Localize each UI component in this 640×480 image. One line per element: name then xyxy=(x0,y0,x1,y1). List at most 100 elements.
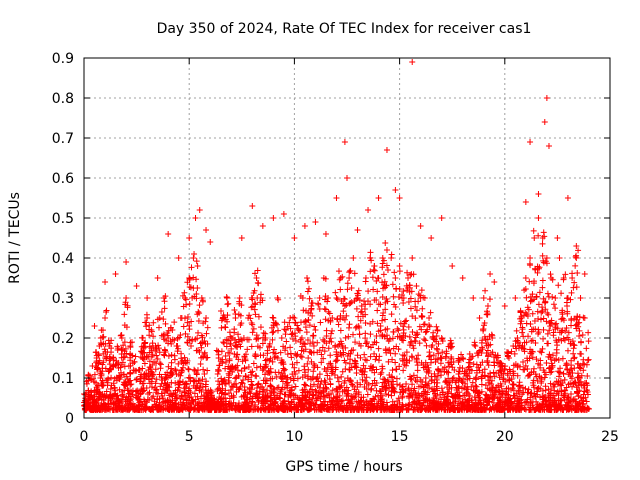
data-point xyxy=(102,354,109,361)
data-point xyxy=(585,338,592,345)
data-point xyxy=(100,406,107,413)
data-point xyxy=(519,329,526,336)
data-point xyxy=(130,367,137,374)
data-point xyxy=(305,317,312,324)
data-point xyxy=(549,294,556,301)
data-point xyxy=(305,355,312,362)
data-point xyxy=(438,335,445,341)
data-point xyxy=(276,394,283,401)
data-point xyxy=(559,355,566,362)
data-point xyxy=(218,395,225,402)
data-point xyxy=(138,406,145,413)
data-point xyxy=(522,362,529,369)
data-point xyxy=(469,379,476,386)
data-point xyxy=(529,310,536,317)
data-point xyxy=(332,358,339,365)
data-point xyxy=(346,377,353,384)
data-point xyxy=(572,253,579,260)
data-point xyxy=(278,386,285,393)
data-point xyxy=(198,388,205,395)
data-point xyxy=(108,382,115,389)
data-point xyxy=(363,374,370,381)
data-point xyxy=(507,395,514,402)
data-point xyxy=(346,366,353,373)
data-point xyxy=(150,333,157,340)
data-point xyxy=(460,392,467,399)
data-point xyxy=(464,376,471,383)
data-point xyxy=(355,287,362,294)
data-point xyxy=(409,255,416,261)
data-point xyxy=(245,363,252,370)
data-point xyxy=(127,351,134,358)
data-point xyxy=(253,336,260,343)
data-point xyxy=(204,367,211,374)
data-point xyxy=(152,366,159,373)
data-point xyxy=(326,376,333,383)
data-point xyxy=(412,315,419,322)
data-point xyxy=(485,373,492,380)
data-point xyxy=(379,404,386,411)
data-point xyxy=(555,336,562,343)
data-point xyxy=(252,311,259,318)
data-point xyxy=(370,403,377,410)
data-point xyxy=(154,275,161,281)
data-point xyxy=(551,397,558,404)
data-point xyxy=(318,359,325,366)
data-point xyxy=(466,401,473,408)
data-point xyxy=(247,390,254,397)
data-point xyxy=(389,367,396,374)
data-point xyxy=(120,393,127,400)
data-point xyxy=(534,269,541,276)
data-point xyxy=(144,396,151,403)
y-tick-label: 0 xyxy=(65,411,74,427)
data-point xyxy=(107,386,114,393)
data-point xyxy=(428,344,435,351)
data-point xyxy=(410,345,417,352)
data-point xyxy=(121,353,128,360)
data-point xyxy=(538,378,545,385)
data-point xyxy=(382,326,389,333)
data-point xyxy=(547,271,554,278)
data-point xyxy=(333,295,340,301)
data-point xyxy=(93,403,100,410)
data-point xyxy=(216,403,223,410)
data-point xyxy=(544,290,551,297)
data-point xyxy=(293,359,300,366)
data-point xyxy=(323,340,330,347)
data-point xyxy=(510,362,517,369)
data-point xyxy=(569,375,576,382)
data-point xyxy=(301,400,308,407)
data-point xyxy=(409,354,416,361)
data-point xyxy=(341,357,348,364)
data-point xyxy=(221,407,228,413)
data-point xyxy=(550,329,557,336)
data-point xyxy=(479,326,486,333)
data-point xyxy=(351,270,358,277)
data-point xyxy=(398,336,405,343)
data-point xyxy=(176,334,183,341)
data-point xyxy=(564,334,571,341)
data-point xyxy=(452,379,459,386)
data-point xyxy=(357,317,364,324)
data-point xyxy=(228,345,235,352)
data-point xyxy=(329,397,336,404)
data-point xyxy=(332,342,339,349)
data-point xyxy=(431,386,438,393)
data-point xyxy=(325,345,332,352)
data-point xyxy=(181,289,188,296)
data-point xyxy=(196,302,203,309)
data-point xyxy=(244,346,251,353)
data-point xyxy=(514,403,521,410)
data-point xyxy=(184,279,191,286)
data-point xyxy=(502,378,509,385)
data-point xyxy=(321,348,328,355)
data-point xyxy=(234,351,241,358)
data-point xyxy=(478,349,485,356)
data-point xyxy=(574,390,581,397)
data-point xyxy=(92,349,99,356)
data-point xyxy=(141,375,148,382)
data-point xyxy=(570,341,577,348)
data-point xyxy=(251,306,258,313)
data-point xyxy=(216,381,223,388)
data-point xyxy=(543,95,550,101)
